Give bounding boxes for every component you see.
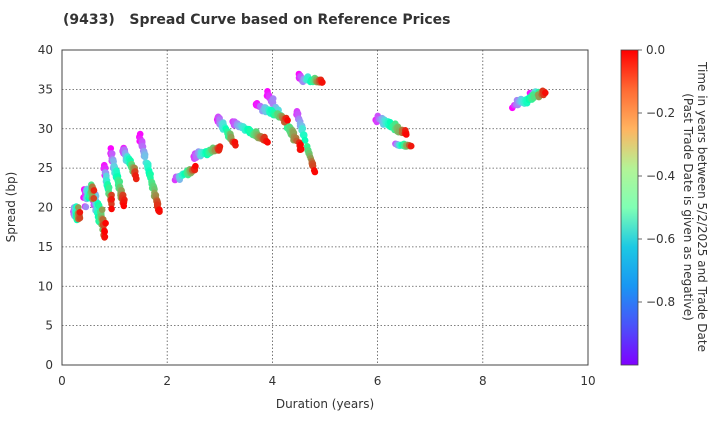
chart-title: (9433) Spread Curve based on Reference P… — [63, 12, 451, 28]
y-tick-label: 40 — [38, 43, 53, 57]
y-tick-label: 0 — [45, 358, 53, 372]
scatter-point — [76, 209, 84, 216]
scatter-point — [311, 168, 319, 176]
plot-frame — [61, 49, 589, 366]
colorbar-tick-label: −0.2 — [646, 106, 675, 120]
scatter-point — [284, 117, 291, 124]
x-tick-label: 10 — [580, 374, 595, 388]
scatter-point — [132, 172, 139, 179]
scatter-point — [116, 178, 124, 185]
scatter-point — [297, 146, 305, 153]
scatter-point — [407, 142, 415, 150]
colorbar-tick-label: −0.8 — [646, 295, 675, 309]
scatter-point — [146, 173, 154, 180]
y-tick-label: 30 — [38, 122, 53, 136]
x-tick-label: 0 — [58, 374, 66, 388]
y-axis-label: Spread (bp) — [4, 172, 18, 243]
x-axis-ticks: 0 2 4 6 8 10 — [58, 374, 595, 388]
scatter-point — [102, 219, 109, 227]
colorbar-tick-label: 0.0 — [646, 43, 665, 57]
scatter-point — [101, 233, 109, 241]
scatter-point — [231, 138, 239, 146]
colorbar-tick-label: −0.4 — [646, 169, 675, 183]
scatter-point — [297, 141, 304, 148]
scatter-point — [136, 130, 144, 138]
scatter-point — [153, 201, 161, 208]
y-tick-label: 5 — [45, 319, 53, 333]
scatter-point — [301, 137, 309, 144]
scatter-point — [108, 200, 115, 208]
y-tick-label: 25 — [38, 161, 53, 175]
y-tick-label: 15 — [38, 240, 53, 254]
colorbar-ticks: 0.0 −0.2 −0.4 −0.6 −0.8 — [638, 43, 675, 309]
scatter-point — [107, 145, 115, 152]
scatter-point — [90, 195, 98, 202]
scatter-point — [299, 125, 307, 132]
scatter-point — [101, 228, 108, 236]
colorbar — [620, 49, 639, 366]
scatter-point — [98, 206, 106, 213]
scatter-point — [319, 79, 326, 86]
x-axis-label: Duration (years) — [276, 397, 374, 411]
x-tick-label: 2 — [163, 374, 171, 388]
scatter-point — [300, 131, 308, 138]
scatter-point — [156, 206, 163, 213]
x-tick-label: 6 — [374, 374, 382, 388]
y-tick-label: 10 — [38, 279, 53, 293]
x-tick-label: 8 — [479, 374, 487, 388]
colorbar-label-line2: (Past Trade Date is given as negative) — [681, 93, 695, 321]
scatter-point — [108, 205, 115, 213]
x-tick-label: 4 — [269, 374, 277, 388]
scatter-point — [403, 131, 410, 138]
colorbar-tick-label: −0.6 — [646, 232, 675, 246]
y-tick-label: 20 — [38, 201, 53, 215]
scatter-point — [216, 143, 224, 150]
scatter-point — [264, 139, 271, 146]
scatter-point — [76, 214, 84, 222]
scatter-point — [120, 202, 128, 210]
scatter-point — [90, 187, 98, 194]
scatter-point — [141, 153, 149, 161]
y-tick-label: 35 — [38, 82, 53, 96]
scatter-point — [108, 196, 115, 203]
grid-lines — [62, 50, 588, 365]
y-axis-ticks: 0 5 10 15 20 25 30 35 40 — [38, 43, 53, 372]
scatter-point — [542, 89, 549, 97]
scatter-point — [192, 162, 199, 170]
scatter-point — [82, 203, 90, 211]
scatter-point — [105, 184, 113, 191]
scatter-points — [70, 70, 549, 241]
scatter-point — [269, 95, 277, 102]
scatter-point — [108, 150, 116, 157]
colorbar-label-line1: Time in years between 5/2/2025 and Trade… — [695, 61, 709, 352]
